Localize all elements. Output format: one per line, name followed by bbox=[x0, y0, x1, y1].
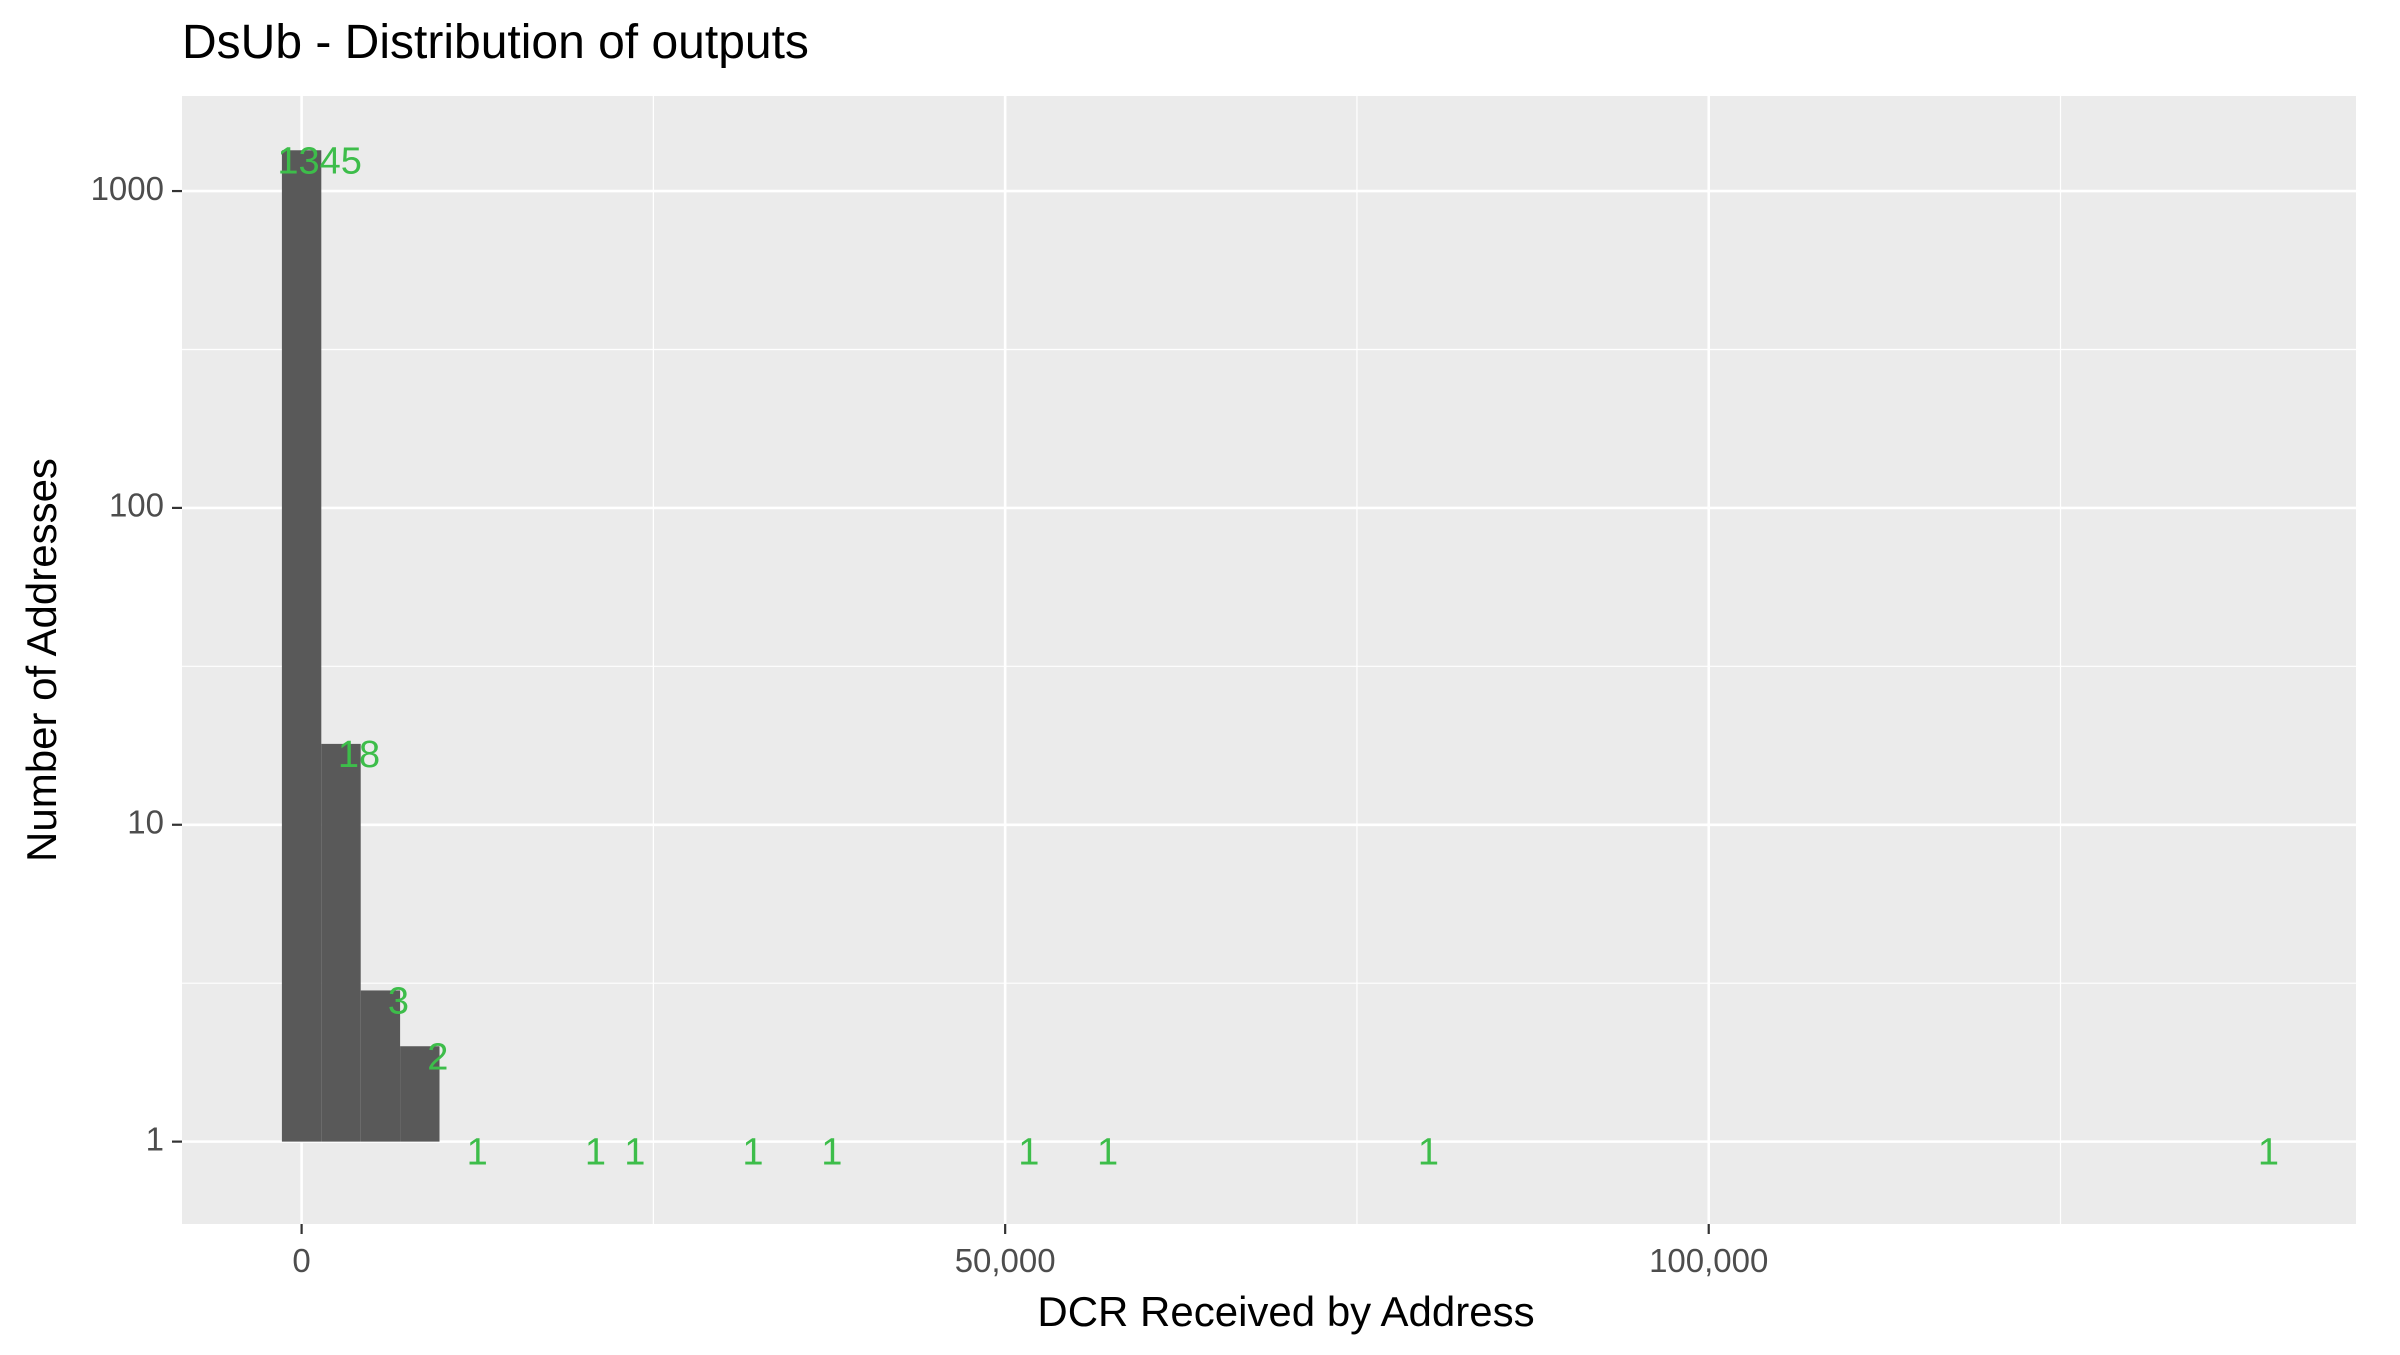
x-axis: 0 50,000 100,000 bbox=[292, 1224, 1768, 1279]
bar-count-label: 1 bbox=[1018, 1132, 1039, 1174]
histogram-bar bbox=[400, 1046, 440, 1142]
bar-count-label: 1 bbox=[585, 1132, 606, 1174]
x-axis-tick-label: 0 bbox=[292, 1242, 310, 1279]
bar-count-label: 1 bbox=[624, 1132, 645, 1174]
y-axis-tick-label: 1 bbox=[146, 1120, 164, 1157]
plot-panel bbox=[182, 96, 2356, 1224]
histogram-bar bbox=[321, 743, 361, 1142]
bar-count-label: 1 bbox=[1418, 1132, 1439, 1174]
bar-count-label: 18 bbox=[338, 734, 380, 776]
bar-count-label: 1 bbox=[821, 1132, 842, 1174]
chart-title: DsUb - Distribution of outputs bbox=[182, 16, 809, 69]
y-axis-tick-label: 10 bbox=[127, 803, 164, 840]
y-axis-tick-label: 1000 bbox=[91, 170, 164, 207]
histogram-bar bbox=[360, 990, 401, 1142]
bar-count-label: 1 bbox=[742, 1132, 763, 1174]
y-axis: 1 10 100 1000 bbox=[91, 170, 182, 1157]
bar-count-label: 1 bbox=[1097, 1132, 1118, 1174]
grid-minor-lines bbox=[182, 96, 2356, 1224]
y-axis-title: Number of Addresses bbox=[18, 458, 65, 862]
histogram-bars bbox=[281, 150, 440, 1142]
bar-count-label: 3 bbox=[388, 980, 409, 1022]
x-axis-title: DCR Received by Address bbox=[1037, 1288, 1534, 1335]
x-axis-tick-label: 100,000 bbox=[1649, 1242, 1768, 1279]
bar-count-label: 1345 bbox=[277, 140, 362, 182]
bar-count-label: 1 bbox=[2258, 1132, 2279, 1174]
bar-count-label: 2 bbox=[427, 1036, 448, 1078]
x-axis-tick-label: 50,000 bbox=[955, 1242, 1056, 1279]
y-axis-tick-label: 100 bbox=[109, 487, 164, 524]
bar-count-label: 1 bbox=[467, 1132, 488, 1174]
histogram-bar bbox=[281, 150, 322, 1142]
